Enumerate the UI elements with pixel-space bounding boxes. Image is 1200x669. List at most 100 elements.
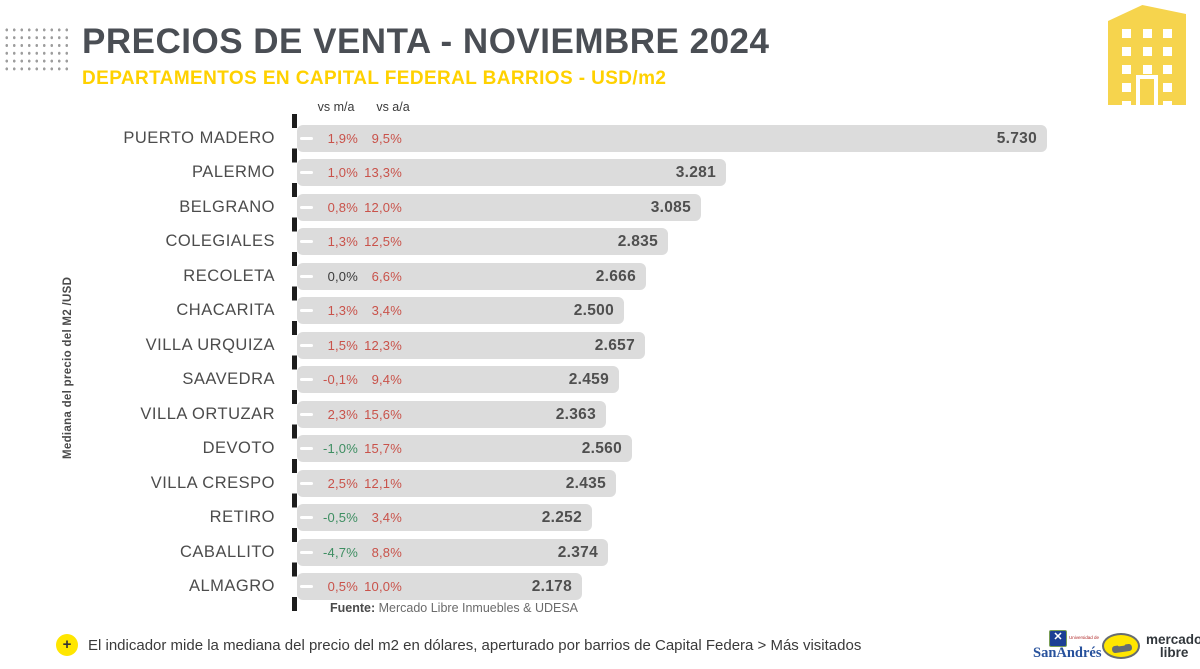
- bar-row: VILLA ORTUZAR 2.363 2,3% 15,6%: [0, 397, 1085, 432]
- bar-value: 2.252: [541, 509, 582, 527]
- bar-start-tick: [300, 205, 313, 209]
- bar-value: 2.178: [531, 578, 572, 596]
- bar-value: 2.374: [557, 543, 598, 561]
- building-icon: [1108, 5, 1186, 105]
- source-text: Mercado Libre Inmuebles & UDESA: [375, 601, 579, 615]
- bar-value: 2.459: [568, 371, 609, 389]
- pct-vs-month: -1,0%: [323, 441, 358, 457]
- bar-value: 2.363: [555, 405, 596, 423]
- bar-start-tick: [300, 171, 313, 175]
- dots-pattern-decoration: [3, 26, 69, 73]
- pct-vs-year: 12,3%: [364, 337, 402, 353]
- universidad-san-andres-logo: ✕ Universidad de SanAndrés: [1033, 630, 1102, 664]
- pct-vs-year: 12,0%: [364, 199, 402, 215]
- pct-vs-month: 0,0%: [327, 268, 358, 284]
- pct-vs-year: 9,5%: [371, 130, 402, 146]
- barrio-label: CABALLITO: [180, 542, 275, 561]
- column-header-vs-ma: vs m/a: [317, 100, 355, 114]
- barrio-label: ALMAGRO: [188, 577, 275, 596]
- pct-vs-month: -4,7%: [323, 544, 358, 560]
- pct-vs-year: 12,5%: [364, 234, 402, 250]
- bar-track: 2.657 1,5% 12,3%: [297, 331, 1085, 359]
- bar-start-tick: [300, 585, 313, 589]
- bar: 3.281: [297, 159, 726, 187]
- bar-row: RECOLETA 2.666 0,0% 6,6%: [0, 259, 1085, 294]
- pct-vs-year: 10,0%: [364, 579, 402, 595]
- bar-rows: PUERTO MADERO 5.730 1,9% 9,5% PALERMO 3.281 1,…: [0, 121, 1085, 604]
- source-label: Fuente:: [330, 601, 376, 615]
- bar-start-tick: [300, 412, 313, 416]
- pct-vs-month: 0,5%: [327, 579, 358, 595]
- bar-row: PUERTO MADERO 5.730 1,9% 9,5%: [0, 121, 1085, 156]
- bar: 5.730: [297, 124, 1047, 152]
- pct-vs-year: 9,4%: [371, 372, 402, 388]
- bar-start-tick: [300, 550, 313, 554]
- bar-start-tick: [300, 447, 313, 451]
- bar-track: 2.374 -4,7% 8,8%: [297, 538, 1085, 566]
- barrio-label: PALERMO: [192, 163, 275, 182]
- barrio-label: PUERTO MADERO: [123, 128, 275, 147]
- building-door: [1136, 75, 1158, 105]
- column-header-vs-aa: vs a/a: [376, 100, 410, 114]
- bar-start-tick: [300, 378, 313, 382]
- bar-start-tick: [300, 309, 313, 313]
- pct-vs-month: 0,8%: [327, 199, 358, 215]
- pct-vs-year: 3,4%: [371, 510, 402, 526]
- bar-track: 5.730 1,9% 9,5%: [297, 124, 1085, 152]
- bar-row: RETIRO 2.252 -0,5% 3,4%: [0, 501, 1085, 536]
- bar: 2.178: [297, 573, 582, 601]
- bar-value: 2.657: [594, 336, 635, 354]
- bar-row: COLEGIALES 2.835 1,3% 12,5%: [0, 225, 1085, 260]
- bar-track: 2.363 2,3% 15,6%: [297, 400, 1085, 428]
- bar-row: PALERMO 3.281 1,0% 13,3%: [0, 156, 1085, 191]
- bar: 3.085: [297, 193, 701, 221]
- footer-note: El indicador mide la mediana del precio …: [88, 637, 862, 654]
- san-andres-crest-icon: ✕: [1049, 630, 1067, 647]
- mercado-libre-wordmark: mercado libre: [1146, 632, 1200, 660]
- bar-value: 5.730: [996, 129, 1037, 147]
- page-title: PRECIOS DE VENTA - NOVIEMBRE 2024: [82, 22, 770, 61]
- pct-vs-month: -0,5%: [323, 510, 358, 526]
- pct-vs-month: 2,5%: [327, 475, 358, 491]
- bar-start-tick: [300, 481, 313, 485]
- source-note: Fuente: Mercado Libre Inmuebles & UDESA: [330, 601, 578, 615]
- bar-row: CHACARITA 2.500 1,3% 3,4%: [0, 294, 1085, 329]
- handshake-icon: [1102, 633, 1140, 659]
- barrio-label: BELGRANO: [179, 197, 275, 216]
- bar-value: 2.435: [565, 474, 606, 492]
- bar-start-tick: [300, 274, 313, 278]
- pct-vs-year: 8,8%: [371, 544, 402, 560]
- san-andres-wordmark: SanAndrés: [1033, 645, 1102, 661]
- bar-track: 3.085 0,8% 12,0%: [297, 193, 1085, 221]
- barrio-label: DEVOTO: [202, 439, 275, 458]
- bar-value: 2.500: [573, 302, 614, 320]
- bar-row: BELGRANO 3.085 0,8% 12,0%: [0, 190, 1085, 225]
- barrio-label: VILLA URQUIZA: [145, 335, 275, 354]
- pct-vs-month: 1,3%: [327, 234, 358, 250]
- bar-track: 2.435 2,5% 12,1%: [297, 469, 1085, 497]
- bar: 2.374: [297, 538, 608, 566]
- bar-value: 2.666: [595, 267, 636, 285]
- barrio-label: RETIRO: [209, 508, 275, 527]
- bar-track: 2.560 -1,0% 15,7%: [297, 435, 1085, 463]
- bar-start-tick: [300, 343, 313, 347]
- bar-chart: vs m/a vs a/a PUERTO MADERO 5.730 1,9% 9,5%…: [0, 100, 1085, 611]
- bar: 2.657: [297, 331, 645, 359]
- pct-vs-year: 15,6%: [364, 406, 402, 422]
- bar: 2.363: [297, 400, 606, 428]
- page-subtitle: DEPARTAMENTOS EN CAPITAL FEDERAL BARRIOS…: [82, 68, 667, 89]
- pct-vs-month: 1,5%: [327, 337, 358, 353]
- bar-value: 2.560: [581, 440, 622, 458]
- bar-track: 2.459 -0,1% 9,4%: [297, 366, 1085, 394]
- bar-value: 3.085: [650, 198, 691, 216]
- bar-track: 2.666 0,0% 6,6%: [297, 262, 1085, 290]
- pct-vs-year: 12,1%: [364, 475, 402, 491]
- san-andres-small-text: Universidad de: [1069, 635, 1100, 640]
- pct-vs-month: 2,3%: [327, 406, 358, 422]
- pct-vs-year: 3,4%: [371, 303, 402, 319]
- pct-vs-year: 15,7%: [364, 441, 402, 457]
- bar-track: 2.500 1,3% 3,4%: [297, 297, 1085, 325]
- pct-vs-month: -0,1%: [323, 372, 358, 388]
- bar-row: DEVOTO 2.560 -1,0% 15,7%: [0, 432, 1085, 467]
- dashed-axis-line: [292, 114, 297, 611]
